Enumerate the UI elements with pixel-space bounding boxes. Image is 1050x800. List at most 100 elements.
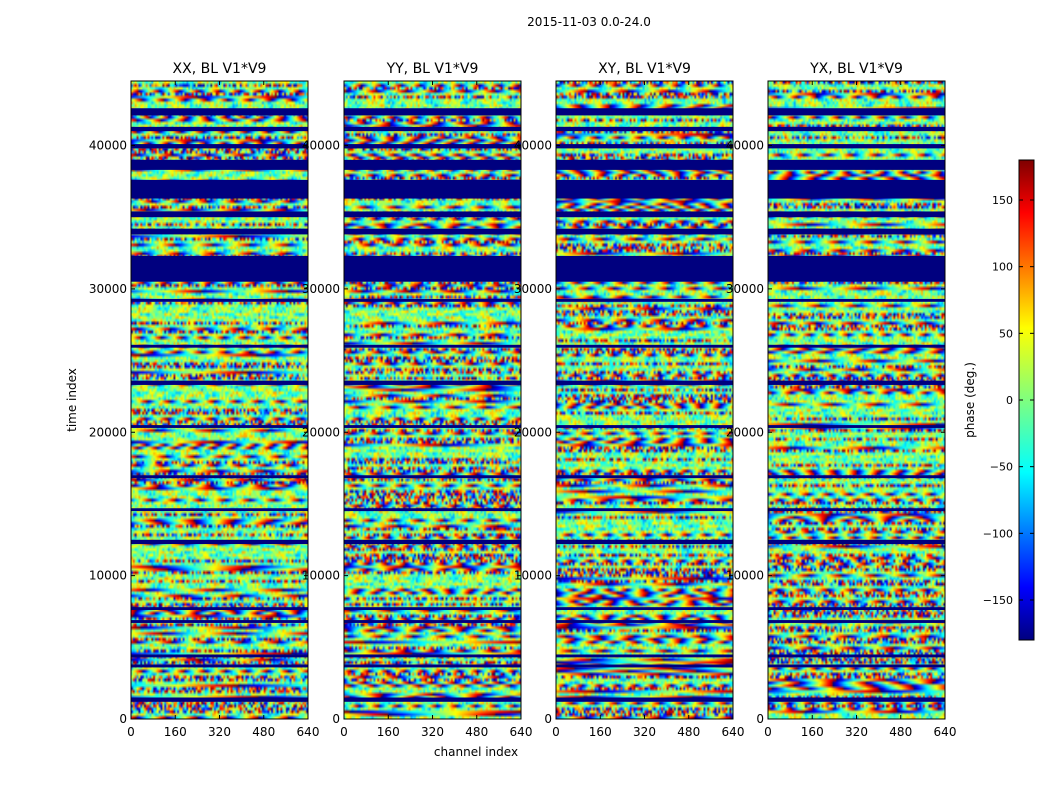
flagged-row-band: [556, 508, 733, 512]
colorbar-tick-label: −100: [983, 527, 1013, 540]
x-tick-label: 160: [377, 725, 400, 739]
flagged-row-band: [131, 126, 308, 132]
heatmap-image: [768, 81, 945, 719]
y-tick-label: 20000: [89, 425, 127, 439]
flagged-row-band: [344, 620, 521, 623]
flagged-row-band: [768, 228, 945, 235]
flagged-row-band: [131, 425, 308, 428]
flagged-row-band: [131, 211, 308, 218]
flagged-row-band: [344, 654, 521, 658]
y-tick-label: 20000: [726, 425, 764, 439]
flagged-row-band: [768, 144, 945, 149]
flagged-row-band: [344, 298, 521, 302]
x-tick-label: 480: [465, 725, 488, 739]
y-tick-label: 30000: [514, 282, 552, 296]
colorbar-ticks: 150 100 50 0 −50 −100 −150: [983, 194, 1034, 607]
y-tick-label: 30000: [302, 282, 340, 296]
flagged-row-band: [556, 255, 733, 282]
flagged-row-band: [768, 475, 945, 479]
flagged-row-band: [344, 108, 521, 116]
flagged-row-band: [768, 508, 945, 512]
flagged-row-band: [768, 211, 945, 218]
flagged-row-band: [131, 607, 308, 611]
y-tick-label: 40000: [302, 139, 340, 153]
x-tick-label: 640: [510, 725, 533, 739]
flagged-row-band: [768, 697, 945, 702]
x-tick-label: 320: [633, 725, 656, 739]
flagged-row-band: [556, 179, 733, 199]
y-tick-label: 20000: [514, 425, 552, 439]
y-tick-label: 10000: [89, 569, 127, 583]
x-tick-label: 480: [252, 725, 275, 739]
flagged-row-band: [344, 126, 521, 132]
flagged-row-band: [131, 228, 308, 235]
y-tick-label: 20000: [302, 425, 340, 439]
flagged-row-band: [768, 607, 945, 611]
colorbar: 150 100 50 0 −50 −100 −150 phase (deg.): [963, 159, 1035, 641]
flagged-row-band: [131, 620, 308, 623]
panel-3: XY, BL V1*V9 0 160 320 480 640 0 10000 20000 3000…: [514, 61, 745, 739]
flagged-row-band: [768, 654, 945, 658]
heatmap-image: [344, 81, 521, 719]
x-tick-label: 320: [421, 725, 444, 739]
colorbar-label: phase (deg.): [963, 362, 977, 438]
colorbar-tick-label: 100: [992, 261, 1013, 274]
flagged-row-band: [131, 475, 308, 479]
heatmap-image: [556, 81, 733, 719]
x-tick-label: 640: [297, 725, 320, 739]
y-tick-label: 0: [119, 712, 127, 726]
y-tick-label: 40000: [514, 139, 552, 153]
flagged-row-band: [768, 179, 945, 199]
flagged-row-band: [768, 108, 945, 116]
flagged-row-band: [556, 475, 733, 479]
y-tick-label: 10000: [726, 569, 764, 583]
flagged-row-band: [131, 144, 308, 149]
flagged-row-band: [344, 508, 521, 512]
x-tick-label: 640: [722, 725, 745, 739]
flagged-row-band: [131, 697, 308, 702]
panel-title: XX, BL V1*V9: [173, 61, 267, 77]
flagged-row-band: [556, 159, 733, 170]
y-tick-label: 10000: [302, 569, 340, 583]
panel-title: YY, BL V1*V9: [386, 61, 479, 77]
flagged-row-band: [556, 298, 733, 302]
flagged-row-band: [344, 179, 521, 199]
x-tick-label: 0: [340, 725, 348, 739]
colorbar-tick-label: −50: [990, 461, 1013, 474]
flagged-row-band: [556, 654, 733, 658]
x-tick-label: 480: [889, 725, 912, 739]
flagged-row-band: [768, 380, 945, 385]
flagged-row-band: [556, 539, 733, 545]
flagged-row-band: [131, 539, 308, 545]
flagged-row-band: [344, 380, 521, 385]
x-tick-label: 160: [164, 725, 187, 739]
flagged-row-band: [344, 697, 521, 702]
flagged-row-band: [131, 298, 308, 302]
flagged-row-band: [344, 211, 521, 218]
flagged-row-band: [556, 228, 733, 235]
flagged-row-band: [131, 654, 308, 658]
y-tick-label: 30000: [726, 282, 764, 296]
panel-2: YY, BL V1*V9 0 160 320 480 640 0 10000 20000 3000…: [302, 61, 533, 739]
figure-title: 2015-11-03 0.0-24.0: [527, 15, 651, 29]
flagged-row-band: [556, 126, 733, 132]
flagged-row-band: [768, 539, 945, 545]
flagged-row-band: [556, 344, 733, 348]
flagged-row-band: [768, 664, 945, 668]
panel-title: XY, BL V1*V9: [598, 61, 691, 77]
y-tick-label: 0: [544, 712, 552, 726]
panel-1: XX, BL V1*V9 0 160 320 480 640 0 10000 20000 3000…: [89, 61, 320, 739]
heatmap-image: [131, 81, 308, 719]
flagged-row-band: [556, 108, 733, 116]
flagged-row-band: [344, 159, 521, 170]
panel-4: YX, BL V1*V9 0 160 320 480 640 0 10000 20000 3000…: [726, 61, 957, 739]
y-tick-label: 0: [756, 712, 764, 726]
flagged-row-band: [131, 159, 308, 170]
flagged-row-band: [344, 607, 521, 611]
x-tick-label: 0: [764, 725, 772, 739]
panels-group: XX, BL V1*V9 0 160 320 480 640 0 10000 20000 3000…: [89, 61, 957, 739]
flagged-row-band: [344, 344, 521, 348]
colorbar-tick-label: 50: [999, 327, 1013, 340]
flagged-row-band: [768, 344, 945, 348]
